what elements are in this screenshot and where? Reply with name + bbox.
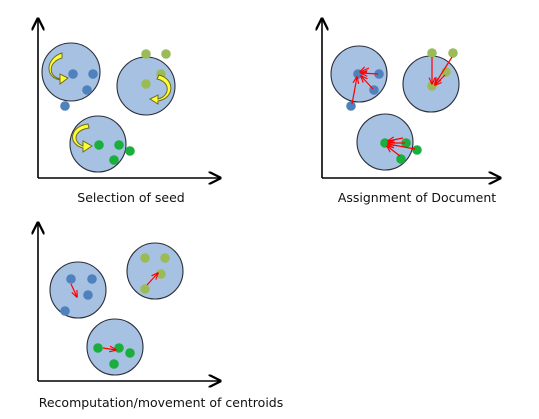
data-point-olive <box>160 253 170 263</box>
data-point-blue <box>68 69 78 79</box>
data-point-green <box>396 154 406 164</box>
centroid-movement-arrow <box>146 273 158 286</box>
data-point-olive <box>141 79 151 89</box>
panel-assignment-of-document: Assignment of Document <box>322 19 500 205</box>
centroid-movement-arrow <box>70 283 77 297</box>
data-point-olive <box>427 48 437 58</box>
cluster-circle <box>126 242 184 300</box>
data-point-green <box>125 348 135 358</box>
assignment-arrow <box>388 138 404 141</box>
data-point-olive <box>448 48 458 58</box>
data-point-green <box>412 145 422 155</box>
data-point-blue <box>346 101 356 111</box>
panel-selection-of-seed: Selection of seed <box>38 19 220 205</box>
data-point-green <box>94 140 104 150</box>
assignment-arrow <box>387 146 401 157</box>
data-point-blue <box>66 274 76 284</box>
assignment-arrow <box>435 74 446 85</box>
caption-selection-of-seed: Selection of seed <box>77 190 184 205</box>
centroid-movement-arrow <box>102 348 116 350</box>
data-point-blue <box>374 69 384 79</box>
data-point-blue <box>83 290 93 300</box>
caption-assignment-of-document: Assignment of Document <box>338 190 496 205</box>
data-point-blue <box>87 274 97 284</box>
data-point-green <box>109 155 119 165</box>
data-point-green <box>109 359 119 369</box>
data-point-olive <box>140 284 150 294</box>
data-point-blue <box>60 101 70 111</box>
data-point-olive <box>140 253 150 263</box>
panel-recomputation-of-centroids: Recomputation/movement of centroids <box>38 223 283 410</box>
data-point-green <box>125 146 135 156</box>
data-point-green <box>93 343 103 353</box>
cluster-circle <box>49 261 107 319</box>
data-point-green <box>401 138 411 148</box>
data-point-green <box>114 140 124 150</box>
data-point-olive <box>141 49 151 59</box>
data-point-olive <box>161 49 171 59</box>
data-point-blue <box>353 69 363 79</box>
seed-selection-arrow-icon <box>48 52 69 85</box>
data-point-green <box>114 343 124 353</box>
caption-recomputation-of-centroids: Recomputation/movement of centroids <box>39 395 284 410</box>
assignment-arrow <box>361 76 374 90</box>
data-point-blue <box>60 306 70 316</box>
assignment-arrow <box>361 73 379 74</box>
seed-selection-arrow-icon <box>148 74 172 105</box>
seed-selection-arrow-icon <box>72 123 93 153</box>
assignment-arrow <box>360 68 370 72</box>
data-point-blue <box>82 85 92 95</box>
data-point-blue <box>88 69 98 79</box>
assignment-arrow <box>351 77 357 105</box>
